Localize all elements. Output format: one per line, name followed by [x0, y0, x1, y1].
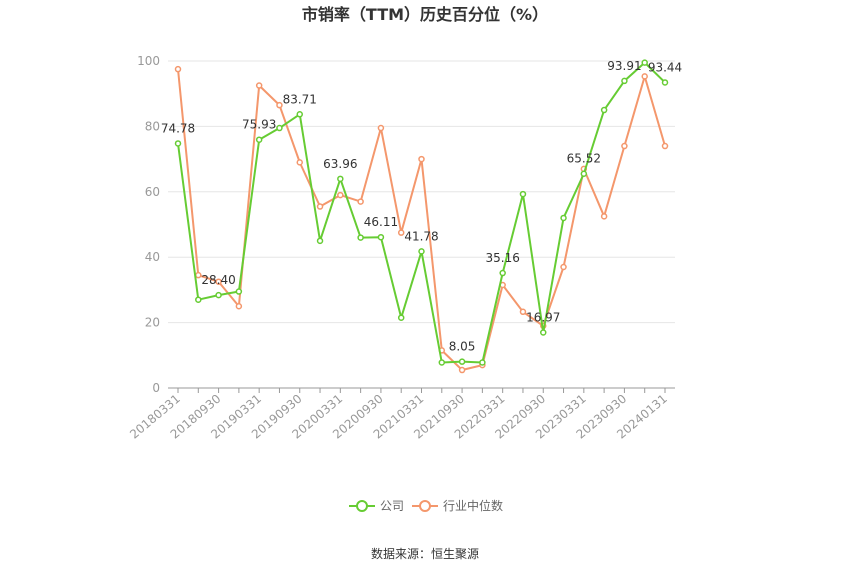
grid-lines [168, 60, 675, 324]
data-point[interactable] [600, 213, 608, 220]
legend[interactable]: 公司 行业中位数 [349, 498, 503, 513]
data-point[interactable] [215, 291, 222, 299]
data-labels: 74.78 28.40 75.93 83.71 63.96 46.11 41.78 8.05 3… [161, 59, 682, 354]
data-point[interactable] [418, 248, 425, 255]
data-point[interactable] [337, 175, 344, 183]
data-point[interactable] [357, 234, 364, 241]
data-label: 35.16 [485, 251, 519, 265]
data-point[interactable] [560, 263, 567, 271]
y-tick-label: 40 [145, 250, 160, 264]
y-tick-label: 0 [152, 381, 160, 395]
data-label: 41.78 [404, 229, 438, 243]
data-label: 74.78 [161, 121, 195, 135]
legend-marker-company [356, 500, 368, 512]
legend-marker-industry [419, 500, 431, 512]
data-point[interactable] [337, 191, 344, 199]
data-point[interactable] [174, 65, 182, 73]
data-point[interactable] [174, 140, 182, 147]
data-point[interactable] [458, 366, 466, 374]
data-point[interactable] [661, 79, 669, 86]
data-point[interactable] [621, 77, 628, 85]
series-line-0 [177, 61, 666, 364]
data-point[interactable] [276, 124, 283, 132]
data-point[interactable] [458, 358, 466, 365]
legend-item-industry[interactable]: 行业中位数 [412, 498, 503, 513]
data-label: 75.93 [242, 118, 276, 132]
data-point[interactable] [235, 288, 243, 295]
data-point[interactable] [357, 198, 364, 205]
axes: 0204060801002018033120180930201903312019… [127, 54, 675, 442]
data-point[interactable] [195, 271, 202, 279]
data-point[interactable] [195, 296, 202, 303]
data-point[interactable] [661, 142, 669, 150]
data-point[interactable] [377, 124, 385, 132]
y-tick-label: 80 [145, 119, 160, 133]
chart-title: 市销率（TTM）历史百分位（%） [302, 5, 548, 24]
data-label: 93.91 [607, 59, 641, 73]
source-note: 数据来源：恒生聚源 [371, 546, 479, 561]
y-tick-label: 60 [145, 185, 160, 199]
data-label: 65.52 [567, 152, 601, 166]
data-point[interactable] [316, 203, 324, 210]
data-point[interactable] [580, 170, 588, 177]
legend-label-industry: 行业中位数 [443, 498, 503, 513]
data-point[interactable] [235, 303, 243, 310]
data-point[interactable] [519, 190, 527, 198]
legend-item-company[interactable]: 公司 [349, 499, 404, 513]
data-point[interactable] [276, 101, 283, 109]
data-label: 83.71 [283, 92, 317, 106]
data-label: 28.40 [201, 273, 235, 287]
data-label: 8.05 [449, 340, 476, 354]
data-point[interactable] [397, 229, 405, 236]
data-point[interactable] [397, 314, 405, 321]
data-label: 16.97 [526, 311, 560, 325]
data-point[interactable] [255, 82, 263, 89]
series-line-1 [177, 69, 666, 372]
data-point[interactable] [418, 155, 425, 163]
data-point[interactable] [621, 142, 628, 150]
data-point[interactable] [438, 359, 446, 366]
data-point[interactable] [215, 278, 222, 285]
y-tick-label: 100 [137, 54, 160, 68]
data-point[interactable] [316, 237, 324, 245]
data-point[interactable] [519, 308, 527, 316]
data-point[interactable] [499, 269, 506, 277]
data-point[interactable] [479, 359, 486, 366]
data-point[interactable] [641, 59, 648, 66]
data-point[interactable] [377, 233, 385, 241]
data-point[interactable] [296, 159, 303, 166]
data-label: 46.11 [364, 215, 398, 229]
data-point[interactable] [641, 73, 648, 80]
legend-label-company: 公司 [380, 499, 404, 513]
y-tick-label: 20 [145, 316, 160, 330]
data-point[interactable] [255, 136, 263, 143]
data-point[interactable] [296, 111, 303, 118]
data-point[interactable] [540, 329, 547, 336]
data-label: 93.44 [648, 60, 682, 74]
data-label: 63.96 [323, 157, 357, 171]
data-point[interactable] [600, 106, 608, 114]
data-point[interactable] [560, 214, 567, 222]
series-layer [174, 59, 669, 374]
